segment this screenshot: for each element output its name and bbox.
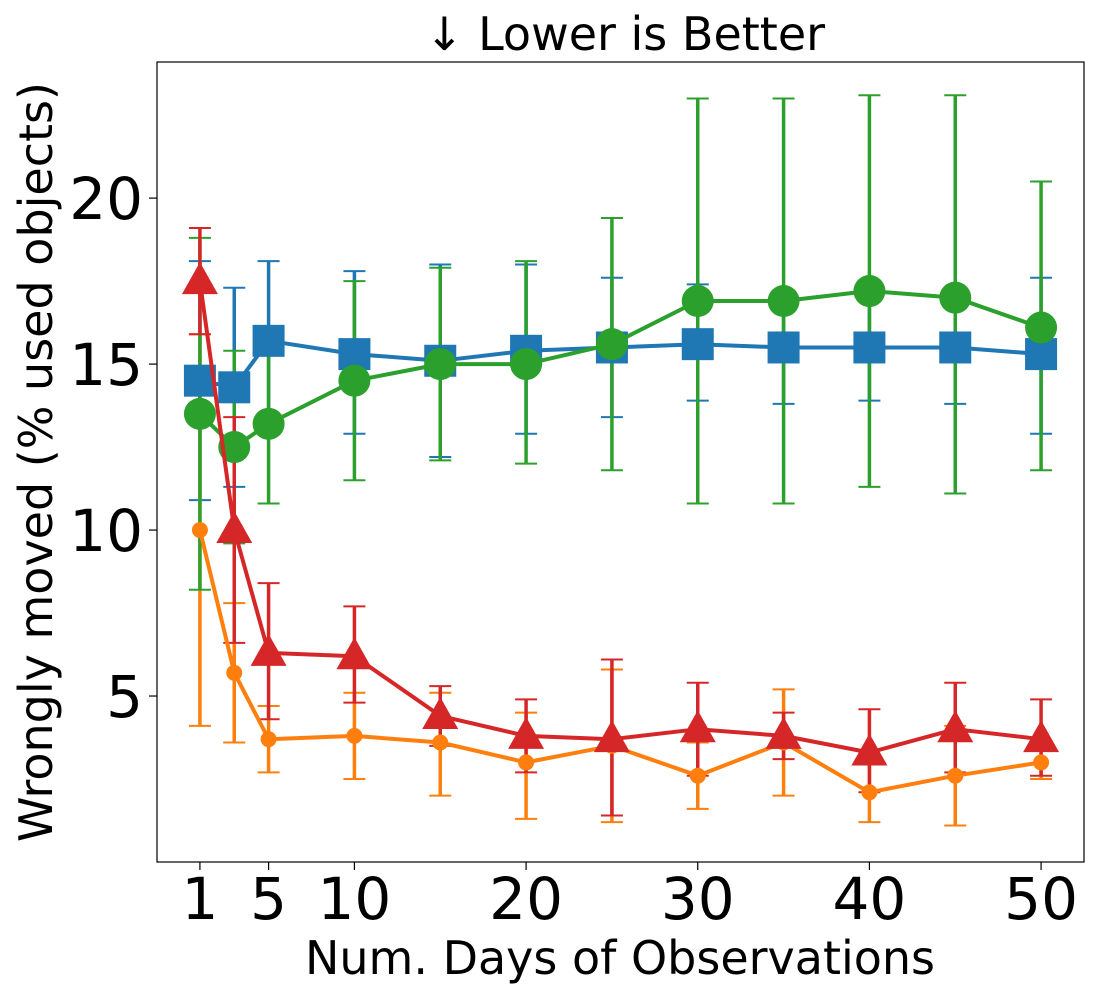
data-point [853,331,886,364]
data-point [252,407,285,440]
x-tick-label: 40 [833,865,907,933]
data-point [181,262,218,295]
data-point [191,522,208,539]
x-tick-label: 30 [661,865,735,933]
data-point [338,364,371,397]
data-point [861,784,878,801]
x-tick-label: 10 [318,865,392,933]
data-point [422,696,459,729]
series-2 [191,522,1050,801]
data-point [336,637,373,670]
data-point [226,664,243,681]
data-point [183,397,216,430]
data-point [510,348,543,381]
series-4-errorbars [188,226,1053,817]
data-point [1023,720,1060,753]
y-tick-label: 10 [69,497,143,565]
x-tick-label: 20 [489,865,563,933]
data-point [1033,754,1050,771]
data-point [767,285,800,318]
data-point [851,733,888,766]
data-point [518,754,535,771]
data-point [681,285,714,318]
x-tick-label: 50 [1004,865,1078,933]
y-tick-label: 15 [69,331,143,399]
data-point [508,716,545,749]
data-point [260,731,277,748]
data-point [252,324,285,357]
x-axis-label: Num. Days of Observations [305,931,935,985]
data-point [424,348,457,381]
series-3 [183,275,1058,464]
data-point [346,727,363,744]
data-point [939,281,972,314]
data-point [218,371,251,404]
data-point [947,767,964,784]
data-point [681,328,714,361]
data-point [939,331,972,364]
chart-title: ↓ Lower is Better [425,7,825,61]
data-point [250,633,287,666]
data-point [679,710,716,743]
series-line [197,280,1042,755]
x-tick-label: 1 [181,865,218,933]
plot-frame [156,61,1085,863]
data-point [937,710,974,743]
data-point [432,734,449,751]
data-point [216,511,253,544]
data-point [765,716,802,749]
x-tick-label: 5 [250,865,287,933]
y-tick-label: 5 [106,663,143,731]
data-point [853,275,886,308]
data-point [218,431,251,464]
data-point [595,328,628,361]
series-layer [181,94,1060,827]
data-point [689,767,706,784]
y-tick-label: 20 [69,165,143,233]
series-line [198,289,1042,450]
y-axis-label: Wrongly moved (% used objects) [9,82,63,842]
series-4 [181,262,1060,766]
series-line [197,529,1042,795]
data-point [593,720,630,753]
data-point [1025,311,1058,344]
data-point [767,331,800,364]
